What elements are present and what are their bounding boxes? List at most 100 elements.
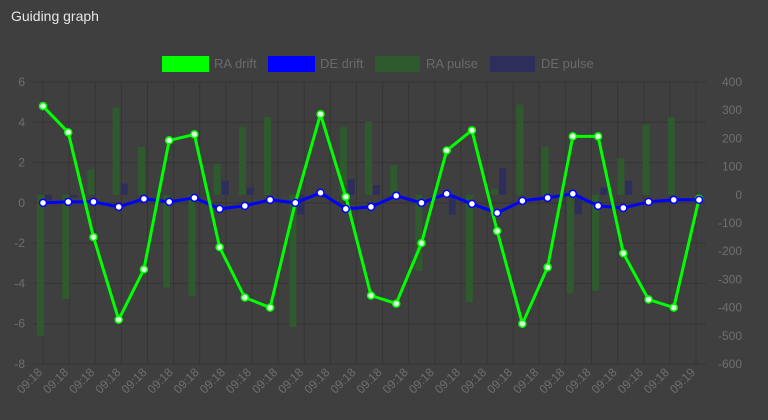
- y-right-tick-label: 200: [722, 131, 742, 145]
- ra-pulse-bar: [112, 107, 120, 195]
- de-pulse-bar: [120, 183, 128, 195]
- de-drift-point: [694, 195, 704, 205]
- de-pulse-bar: [373, 184, 380, 195]
- x-tick-label: 09:18: [118, 365, 149, 396]
- de-pulse-bar: [70, 194, 78, 198]
- de-drift-point: [114, 202, 123, 212]
- de-pulse-bar: [600, 187, 608, 195]
- ra-pulse-bar: [566, 194, 574, 294]
- ra-drift-point: [316, 109, 325, 119]
- y-right-tick-label: -500: [718, 329, 742, 343]
- de-drift-point: [139, 194, 149, 204]
- ra-pulse-bar: [642, 124, 650, 195]
- de-pulse-bar: [221, 180, 229, 195]
- ra-pulse-bar: [491, 189, 499, 195]
- ra-drift-point: [164, 136, 174, 145]
- ra-pulse-bar: [213, 163, 221, 195]
- ra-drift-point: [593, 132, 603, 141]
- de-drift-point: [644, 197, 653, 207]
- de-drift-point: [63, 197, 73, 207]
- y-right-tick-label: -300: [718, 272, 742, 286]
- de-pulse-bar: [625, 180, 633, 195]
- ra-pulse-bar: [188, 194, 196, 297]
- ra-drift-point: [89, 232, 98, 242]
- de-drift-point: [391, 191, 401, 201]
- ra-drift-point: [543, 263, 552, 272]
- de-drift-point: [669, 195, 679, 205]
- legend-label: RA drift: [214, 56, 257, 71]
- ra-drift-point: [644, 295, 653, 304]
- ra-pulse-bar: [415, 194, 423, 271]
- x-tick-label: 09:18: [432, 365, 463, 396]
- x-tick-label: 09:18: [301, 365, 332, 396]
- x-tick-label: 09:18: [563, 365, 594, 396]
- legend-swatch: [375, 56, 420, 72]
- y-left-tick-label: 2: [18, 156, 25, 170]
- de-drift-point: [215, 204, 224, 214]
- legend-label: DE drift: [320, 56, 364, 71]
- ra-drift-point: [467, 126, 477, 135]
- ra-pulse-bar: [516, 104, 524, 195]
- x-tick-label: 09:18: [510, 365, 541, 396]
- ra-pulse-bar: [541, 146, 549, 195]
- de-pulse-bar: [297, 194, 305, 215]
- x-tick-label: 09:18: [275, 365, 306, 396]
- de-pulse-bar: [246, 187, 254, 195]
- x-tick-label: 09:19: [667, 365, 698, 396]
- de-drift-point: [442, 189, 451, 199]
- legend-ra-drift: RA drift: [162, 56, 257, 72]
- x-tick-label: 09:18: [641, 365, 672, 396]
- ra-drift-point: [139, 265, 149, 274]
- ra-pulse-bar: [339, 127, 347, 195]
- de-pulse-bar: [45, 194, 52, 201]
- ra-drift-point: [669, 303, 679, 312]
- y-left-tick-label: -8: [14, 357, 25, 371]
- y-left-tick-label: 6: [18, 75, 25, 89]
- ra-drift-point: [366, 291, 376, 300]
- x-tick-label: 09:18: [536, 365, 567, 396]
- ra-drift-point: [38, 101, 48, 111]
- ra-pulse-bar: [617, 158, 625, 195]
- y-right-tick-label: -600: [718, 357, 742, 371]
- ra-drift-point: [240, 293, 250, 302]
- y-left-tick-label: -6: [14, 317, 25, 331]
- ra-drift-point: [391, 299, 401, 308]
- de-drift-point: [291, 198, 300, 208]
- x-tick-label: 09:18: [589, 365, 620, 396]
- de-drift-point: [89, 197, 98, 207]
- de-drift-point: [417, 198, 426, 208]
- legend-swatch: [162, 56, 209, 72]
- de-drift-point: [164, 197, 174, 207]
- de-drift-point: [518, 196, 527, 206]
- legend-ra-pulse: RA pulse: [375, 56, 478, 72]
- x-tick-label: 09:18: [171, 365, 202, 396]
- de-drift-point: [593, 201, 603, 211]
- de-drift-point: [619, 203, 628, 213]
- x-tick-label: 09:18: [484, 365, 515, 396]
- ra-drift-point: [215, 242, 224, 252]
- legend-swatch: [268, 56, 315, 72]
- ra-drift-point: [63, 128, 73, 137]
- ra-pulse-bar: [62, 194, 70, 300]
- de-drift-point: [341, 204, 351, 214]
- x-tick-label: 09:18: [223, 365, 254, 396]
- legend-label: RA pulse: [426, 56, 478, 71]
- x-tick-label: 09:18: [406, 365, 437, 396]
- de-drift-point: [190, 193, 199, 203]
- y-right-tick-label: 400: [722, 75, 742, 89]
- x-tick-label: 09:18: [249, 365, 280, 396]
- ra-pulse-bar: [87, 169, 95, 195]
- legend-de-drift: DE drift: [268, 56, 364, 72]
- x-tick-label: 09:18: [615, 365, 646, 396]
- ra-drift-point: [190, 130, 199, 139]
- de-drift-point: [265, 195, 275, 205]
- de-drift-point: [366, 202, 376, 212]
- ra-drift-point: [518, 319, 527, 328]
- legend-swatch: [490, 56, 535, 72]
- y-right-tick-label: -100: [718, 216, 742, 230]
- x-tick-label: 09:18: [66, 365, 97, 396]
- de-pulse-bar: [347, 179, 355, 195]
- ra-drift-point: [265, 303, 275, 312]
- y-right-tick-label: 0: [735, 188, 742, 202]
- y-right-tick-label: 300: [722, 103, 742, 117]
